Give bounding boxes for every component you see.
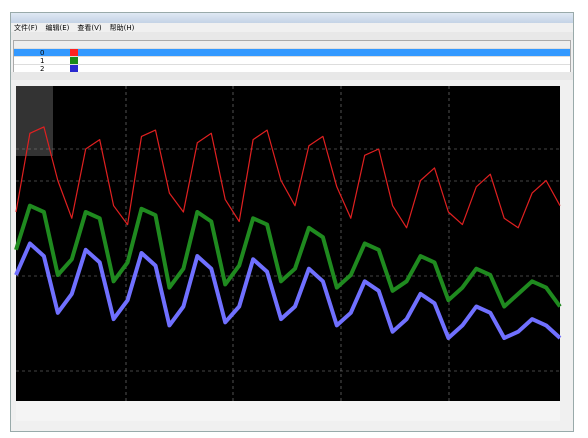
menu-item[interactable]: 查看(V) [77,24,102,32]
row-index: 0 [40,49,45,57]
time-axis [16,401,560,421]
plot-background [16,86,560,401]
trend-toolbar [11,72,573,80]
table-row[interactable]: 1 [14,57,570,65]
trend-line [14,241,562,340]
row-index: 1 [40,57,45,65]
color-swatch [70,57,78,64]
trend-line [14,203,562,309]
trend-line [15,126,561,229]
menu-bar: 文件(F) 编辑(E) 查看(V) 帮助(H) [11,23,573,32]
color-swatch [70,49,78,56]
menu-item[interactable]: 文件(F) [14,24,38,32]
menu-item[interactable]: 编辑(E) [45,24,70,32]
menu-item[interactable]: 帮助(H) [109,24,135,32]
title-bar [11,13,573,23]
trend-chart [14,86,562,421]
toolbar [11,32,573,40]
table-row[interactable]: 0 [14,49,570,57]
color-swatch [70,65,78,72]
table-header [14,41,570,49]
row-index: 2 [40,65,45,73]
overview-box [16,86,53,156]
